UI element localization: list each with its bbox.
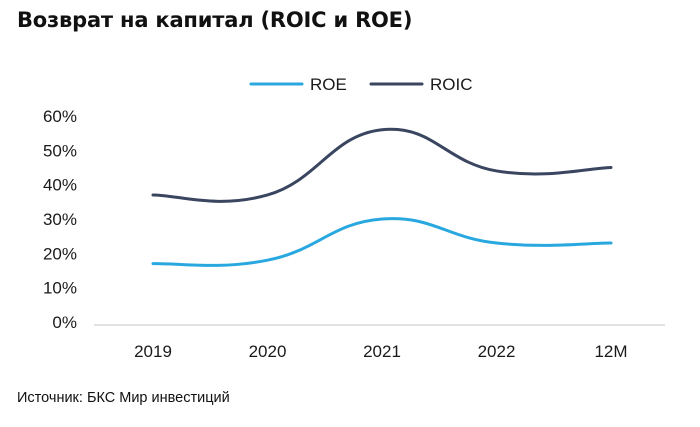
series-line-roic	[151, 127, 613, 203]
legend: ROE ROIC	[249, 75, 473, 94]
y-tick-label: 0%	[52, 313, 77, 332]
x-axis: 2019 2020 2021 2022 12M	[94, 324, 665, 361]
y-tick-label: 10%	[43, 279, 77, 298]
x-tick-label: 2022	[478, 342, 516, 361]
series-line-roe	[151, 217, 613, 267]
y-tick-label: 60%	[43, 107, 77, 126]
x-tick-label: 12M	[594, 342, 627, 361]
plot-area	[151, 127, 613, 267]
y-tick-label: 50%	[43, 141, 77, 160]
y-tick-label: 40%	[43, 176, 77, 195]
y-tick-label: 30%	[43, 210, 77, 229]
x-tick-label: 2021	[363, 342, 401, 361]
legend-label-roe: ROE	[310, 75, 347, 94]
source-note: Источник: БКС Мир инвестиций	[17, 390, 230, 406]
y-axis: 0% 10% 20% 30% 40% 50% 60%	[43, 107, 77, 332]
chart-title: Возврат на капитал (ROIC и ROE)	[17, 8, 413, 32]
y-tick-label: 20%	[43, 244, 77, 263]
legend-label-roic: ROIC	[430, 75, 473, 94]
x-tick-label: 2019	[134, 342, 172, 361]
x-tick-label: 2020	[249, 342, 287, 361]
